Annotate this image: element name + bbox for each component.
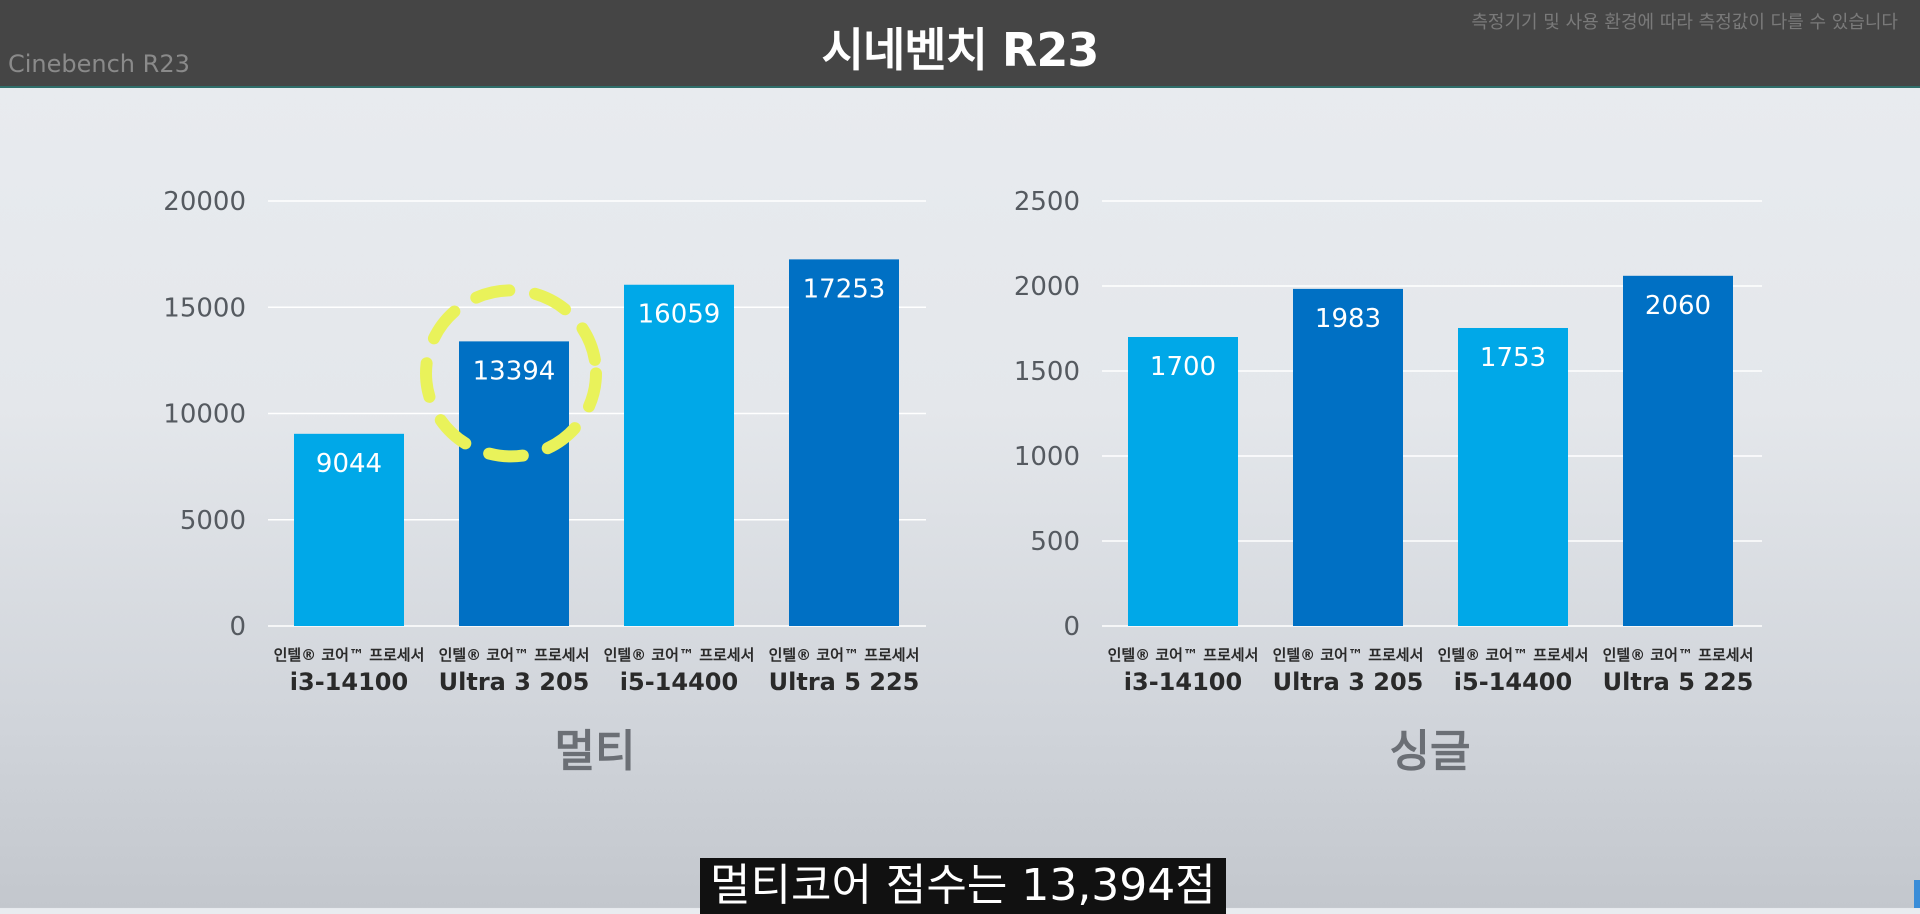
data-label: 9044 <box>316 449 382 479</box>
bar <box>789 259 899 626</box>
top-bar: 시네벤치 R23 Cinebench R23 측정기기 및 사용 환경에 따라 … <box>0 0 1920 88</box>
y-tick-label: 500 <box>1030 527 1080 557</box>
data-label: 1700 <box>1150 352 1216 382</box>
benchmark-label: Cinebench R23 <box>8 50 190 78</box>
y-tick-label: 10000 <box>163 400 246 430</box>
category-prefix-label: 인텔® 코어™ 프로세서 <box>1273 646 1424 664</box>
data-label: 16059 <box>638 300 721 330</box>
category-label: i5-14400 <box>1454 668 1572 696</box>
chart-title: 싱글 <box>1390 726 1471 777</box>
data-label: 1753 <box>1480 343 1546 373</box>
single-core-chart: 2500 2000 1500 1000 500 0 1700 인텔® 코어™ 프로세서 i3-1… <box>1013 187 1754 777</box>
y-tick-label: 1000 <box>1014 442 1080 472</box>
category-prefix-label: 인텔® 코어™ 프로세서 <box>274 646 425 664</box>
measurement-notice: 측정기기 및 사용 환경에 따라 측정값이 다를 수 있습니다 <box>1471 12 1898 33</box>
data-label: 13394 <box>473 356 556 386</box>
category-label: Ultra 5 225 <box>769 668 920 696</box>
category-label: i3-14100 <box>1124 668 1242 696</box>
y-tick-label: 15000 <box>163 293 246 323</box>
category-prefix-label: 인텔® 코어™ 프로세서 <box>1108 646 1259 664</box>
category-prefix-label: 인텔® 코어™ 프로세서 <box>1438 646 1589 664</box>
bar <box>1458 327 1568 626</box>
data-label: 1983 <box>1315 304 1381 334</box>
multi-core-chart: 20000 15000 10000 5000 0 9044 인텔® 코어™ 프로세서 i3-1… <box>163 187 926 777</box>
chart-title: 멀티 <box>555 726 636 777</box>
subtitle-caption: 멀티코어 점수는 13,394점 <box>700 858 1226 914</box>
category-prefix-label: 인텔® 코어™ 프로세서 <box>604 646 755 664</box>
category-prefix-label: 인텔® 코어™ 프로세서 <box>769 646 920 664</box>
data-label: 17253 <box>803 274 886 304</box>
category-label: Ultra 3 205 <box>439 668 590 696</box>
category-label: Ultra 5 225 <box>1603 668 1754 696</box>
category-label: i3-14100 <box>290 668 408 696</box>
y-tick-label: 0 <box>229 612 246 642</box>
category-label: i5-14400 <box>620 668 738 696</box>
category-prefix-label: 인텔® 코어™ 프로세서 <box>439 646 590 664</box>
y-tick-label: 0 <box>1063 612 1080 642</box>
bar <box>1623 275 1733 626</box>
y-tick-label: 2000 <box>1014 272 1080 302</box>
highlight-circle <box>420 284 602 463</box>
bar <box>459 341 569 626</box>
bar <box>624 284 734 626</box>
edge-marker <box>1914 880 1920 908</box>
y-tick-label: 20000 <box>163 187 246 217</box>
bar <box>1128 337 1238 626</box>
page-title: 시네벤치 R23 <box>821 23 1100 77</box>
y-tick-label: 1500 <box>1014 357 1080 387</box>
bar <box>1293 288 1403 626</box>
category-label: Ultra 3 205 <box>1273 668 1424 696</box>
y-tick-label: 2500 <box>1014 187 1080 217</box>
y-tick-label: 5000 <box>180 506 246 536</box>
bar <box>294 433 404 626</box>
data-label: 2060 <box>1645 291 1711 321</box>
category-prefix-label: 인텔® 코어™ 프로세서 <box>1603 646 1754 664</box>
